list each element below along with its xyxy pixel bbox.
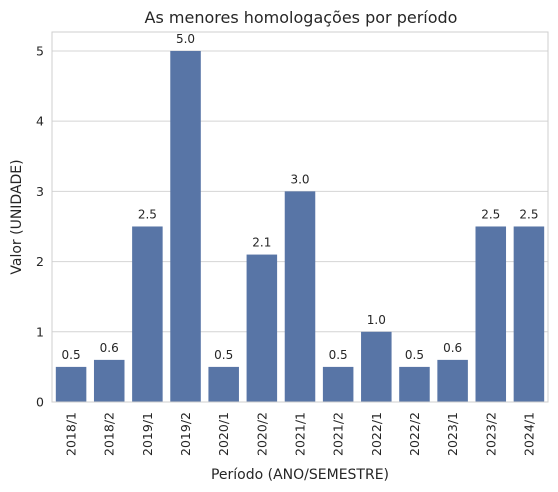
x-tick-label: 2024/1 xyxy=(521,412,536,456)
y-tick-label: 1 xyxy=(36,324,44,339)
bars xyxy=(55,50,545,402)
bar xyxy=(170,50,201,402)
bar xyxy=(208,366,239,402)
bar xyxy=(284,191,316,402)
data-label: 3.0 xyxy=(290,172,309,186)
bar xyxy=(246,254,278,402)
data-label: 0.5 xyxy=(329,348,348,362)
bar xyxy=(322,366,354,402)
bar xyxy=(93,359,125,402)
bar xyxy=(55,366,87,402)
data-label: 1.0 xyxy=(367,313,386,327)
y-axis-ticks: 0 1 2 3 4 5 xyxy=(36,43,44,409)
x-tick-label: 2022/1 xyxy=(369,412,384,456)
x-tick-label: 2023/2 xyxy=(483,412,498,456)
y-tick-label: 2 xyxy=(36,254,44,269)
y-axis-label: Valor (UNIDADE) xyxy=(9,159,25,274)
bar xyxy=(513,226,545,402)
plot-frame xyxy=(51,31,549,403)
data-label: 2.5 xyxy=(138,207,157,221)
y-tick-label: 3 xyxy=(36,184,44,199)
y-tick-label: 4 xyxy=(36,114,44,129)
x-tick-label: 2023/1 xyxy=(445,412,460,456)
x-tick-label: 2020/1 xyxy=(216,412,231,456)
x-tick-label: 2022/2 xyxy=(407,412,422,456)
x-tick-label: 2018/1 xyxy=(64,412,79,456)
bar xyxy=(399,366,430,402)
data-label: 2.5 xyxy=(481,207,500,221)
bar xyxy=(437,359,468,402)
bar xyxy=(132,226,163,402)
bar xyxy=(361,331,392,402)
bar xyxy=(475,226,507,402)
x-tick-label: 2018/2 xyxy=(102,412,117,456)
data-label: 2.5 xyxy=(519,207,538,221)
y-tick-label: 5 xyxy=(36,43,44,58)
x-axis-label: Período (ANO/SEMESTRE) xyxy=(211,467,389,483)
x-tick-label: 2019/1 xyxy=(140,412,155,456)
data-label: 0.5 xyxy=(405,348,424,362)
x-tick-label: 2021/1 xyxy=(293,412,308,456)
data-label: 0.5 xyxy=(214,348,233,362)
y-tick-label: 0 xyxy=(36,395,44,410)
data-label: 2.1 xyxy=(252,236,271,250)
data-labels: 0.5 0.6 2.5 5.0 0.5 2.1 3.0 0.5 1.0 0.5 0.6 2.5 2.5 xyxy=(62,32,539,362)
data-label: 0.6 xyxy=(443,341,462,355)
chart-title: As menores homologações por período xyxy=(145,8,458,27)
data-label: 0.5 xyxy=(62,348,81,362)
data-label: 5.0 xyxy=(176,32,195,46)
x-tick-label: 2021/2 xyxy=(331,412,346,456)
x-tick-label: 2019/2 xyxy=(178,412,193,456)
data-label: 0.6 xyxy=(100,341,119,355)
x-tick-label: 2020/2 xyxy=(254,412,269,456)
x-axis-ticks: 2018/1 2018/2 2019/1 2019/2 2020/1 2020/2 2021… xyxy=(64,412,537,456)
